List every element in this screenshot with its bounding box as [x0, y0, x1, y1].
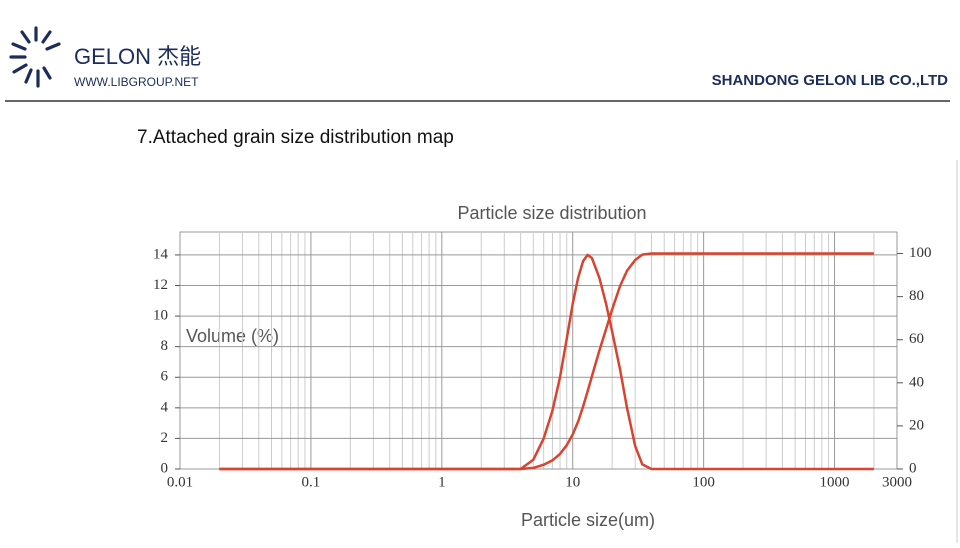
y-axis-label: Volume (%): [186, 326, 279, 346]
section-title: 7.Attached grain size distribution map: [137, 127, 454, 148]
x-tick-label: 1: [438, 474, 446, 490]
y-tick-label: 8: [161, 338, 169, 354]
logo-icon: [9, 26, 61, 88]
chart-title: Particle size distribution: [457, 203, 646, 223]
y2-tick-label: 80: [909, 288, 924, 304]
y2-tick-label: 20: [909, 417, 924, 433]
brand-name: GELON 杰能: [74, 44, 201, 69]
data-line: [219, 252, 874, 471]
y2-tick-label: 0: [909, 460, 917, 476]
y-tick-label: 0: [161, 460, 169, 476]
x-axis-label: Particle size(um): [521, 510, 655, 530]
y-tick-label: 10: [153, 308, 168, 324]
y-tick-label: 14: [153, 246, 169, 262]
y2-tick-label: 60: [909, 331, 924, 347]
y2-tick-label: 40: [909, 374, 924, 390]
data-line: [219, 253, 874, 471]
company-name: SHANDONG GELON LIB CO.,LTD: [712, 72, 949, 89]
y2-tick-label: 100: [909, 245, 932, 261]
website: WWW.LIBGROUP.NET: [74, 75, 199, 89]
x-tick-label: 1000: [820, 474, 850, 490]
y-tick-label: 12: [153, 277, 168, 293]
x-tick-label: 10: [565, 474, 580, 490]
plot-frame: [179, 231, 898, 470]
y-tick-label: 6: [161, 369, 169, 385]
x-tick-label: 3000: [882, 474, 912, 490]
y-tick-label: 4: [161, 399, 169, 415]
x-tick-label: 100: [692, 474, 715, 490]
x-tick-label: 0.1: [302, 474, 321, 490]
x-tick-label: 0.01: [167, 474, 193, 490]
y-tick-label: 2: [161, 430, 169, 446]
